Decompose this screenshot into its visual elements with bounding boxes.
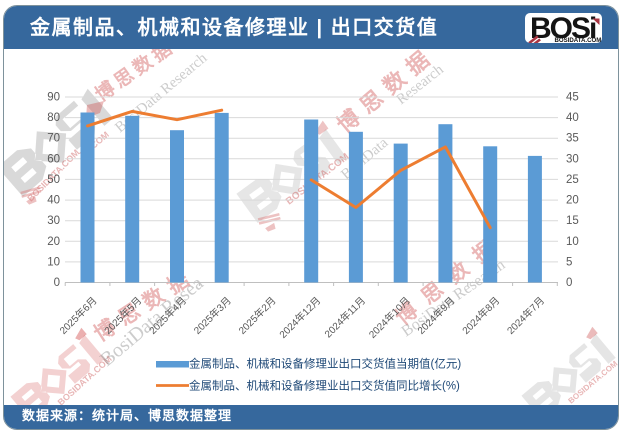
svg-text:2024年12月: 2024年12月	[276, 294, 323, 341]
svg-text:60: 60	[47, 153, 60, 165]
svg-text:50: 50	[47, 174, 60, 186]
svg-text:40: 40	[566, 112, 579, 124]
svg-text:2025年6月: 2025年6月	[57, 294, 100, 337]
svg-text:2025年4月: 2025年4月	[146, 294, 189, 337]
svg-text:70: 70	[47, 133, 60, 145]
svg-text:2025年2月: 2025年2月	[236, 294, 279, 337]
svg-text:80: 80	[47, 112, 60, 124]
svg-text:30: 30	[566, 153, 579, 165]
svg-text:20: 20	[566, 195, 579, 207]
svg-text:20: 20	[47, 236, 60, 248]
svg-text:0: 0	[566, 277, 572, 289]
svg-text:BOSIDATA.COM: BOSIDATA.COM	[555, 37, 602, 43]
svg-text:0: 0	[54, 277, 60, 289]
svg-text:30: 30	[47, 215, 60, 227]
svg-text:2024年8月: 2024年8月	[459, 294, 502, 337]
svg-text:90: 90	[47, 92, 60, 104]
svg-text:BOSi: BOSi	[530, 13, 596, 43]
svg-text:40: 40	[47, 195, 60, 207]
svg-text:2024年9月: 2024年9月	[415, 294, 458, 337]
svg-text:45: 45	[566, 92, 579, 104]
svg-text:2025年3月: 2025年3月	[191, 294, 234, 337]
svg-text:10: 10	[47, 256, 60, 268]
svg-text:金属制品、机械和设备修理业出口交货值当期值(亿元): 金属制品、机械和设备修理业出口交货值当期值(亿元)	[189, 357, 461, 371]
svg-text:5: 5	[566, 256, 572, 268]
svg-text:2024年7月: 2024年7月	[504, 294, 547, 337]
svg-text:金属制品、机械和设备修理业出口交货值同比增长(%): 金属制品、机械和设备修理业出口交货值同比增长(%)	[189, 379, 460, 393]
svg-text:15: 15	[566, 215, 579, 227]
svg-text:25: 25	[566, 174, 579, 186]
svg-text:2025年5月: 2025年5月	[101, 294, 144, 337]
svg-text:2024年10月: 2024年10月	[366, 294, 413, 341]
svg-text:10: 10	[566, 236, 579, 248]
svg-text:2024年11月: 2024年11月	[322, 294, 368, 340]
svg-text:35: 35	[566, 133, 579, 145]
